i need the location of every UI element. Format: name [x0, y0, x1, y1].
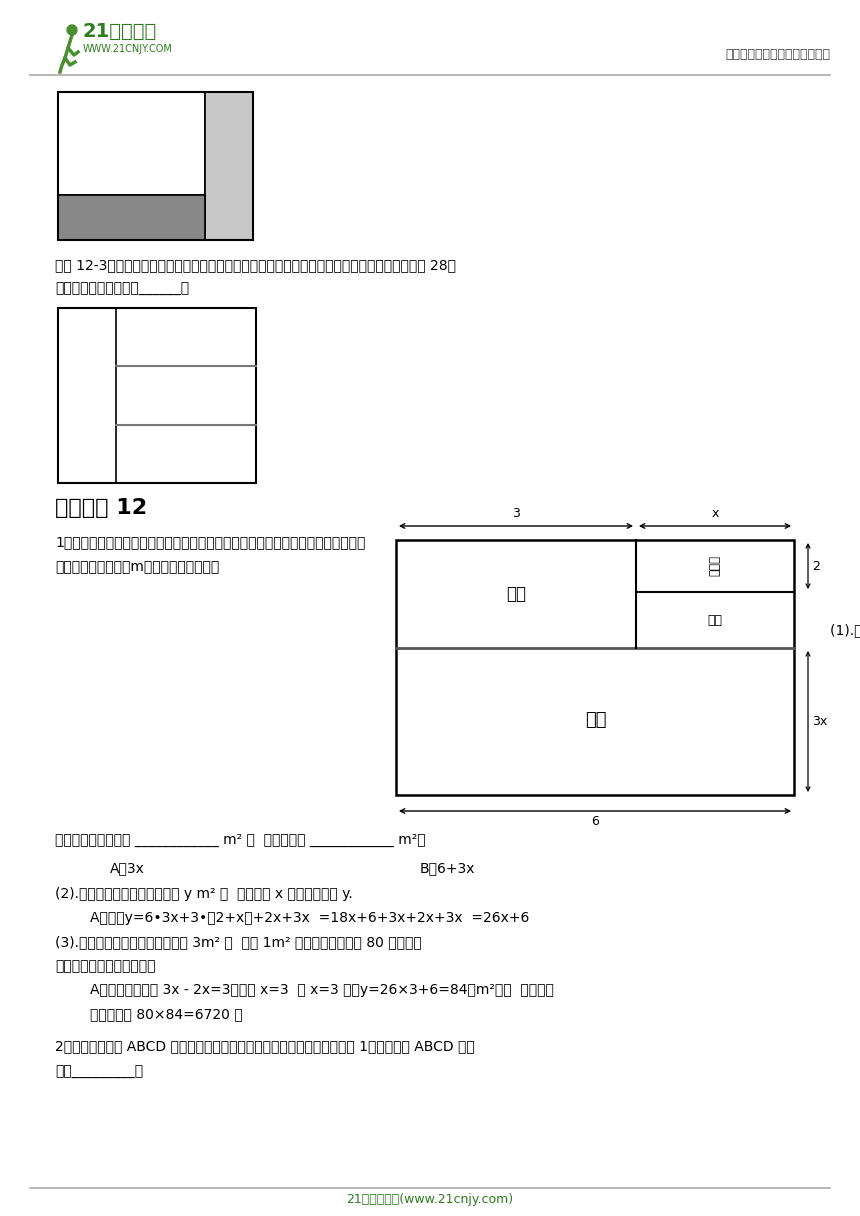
Text: 3x: 3x — [812, 715, 827, 728]
Text: 图中的数据（单位：m），解答下列问题：: 图中的数据（单位：m），解答下列问题： — [55, 561, 219, 574]
Text: (2).设此经济适用房的总面积为 y m² ，  请你用含 x 的代数式表示 y.: (2).设此经济适用房的总面积为 y m² ， 请你用含 x 的代数式表示 y. — [55, 886, 353, 901]
Text: 中小学教育资源及组卷应用平台: 中小学教育资源及组卷应用平台 — [725, 49, 830, 62]
Bar — [58, 195, 205, 240]
Bar — [205, 92, 253, 240]
Text: 卧室: 卧室 — [506, 585, 526, 603]
Bar — [58, 92, 205, 195]
Text: x: x — [711, 507, 719, 520]
Text: WWW.21CNJY.COM: WWW.21CNJY.COM — [83, 44, 173, 54]
Bar — [58, 92, 253, 240]
Text: 那么大长方形的面积为______．: 那么大长方形的面积为______． — [55, 282, 189, 295]
Text: 21世纪教育: 21世纪教育 — [83, 22, 157, 41]
Bar — [58, 308, 256, 483]
Text: 积为_________．: 积为_________． — [55, 1065, 143, 1079]
Text: (1).用含 x 的代: (1).用含 x 的代 — [830, 623, 860, 637]
Text: A．解：y=6•3x+3•（2+x）+2x+3x  =18x+6+3x+2x+3x  =26x+6: A．解：y=6•3x+3•（2+x）+2x+3x =18x+6+3x+2x+3x… — [90, 911, 530, 925]
Text: 铺地砖的总费用为多少元？: 铺地砖的总费用为多少元？ — [55, 959, 156, 973]
Text: (3).已知厨房面积比卫生间面积多 3m² ，  且铺 1m² 地砖的平均费用为 80 元，那么: (3).已知厨房面积比卫生间面积多 3m² ， 且铺 1m² 地砖的平均费用为 … — [55, 935, 421, 948]
Text: 厨房: 厨房 — [708, 614, 722, 626]
Text: 【例 12-3】如图，将四个形状、大小相同的长方形拼成一个大的长方形，如果大长方形的周长为 28，: 【例 12-3】如图，将四个形状、大小相同的长方形拼成一个大的长方形，如果大长方… — [55, 258, 456, 272]
Text: 客厅: 客厅 — [586, 711, 607, 730]
Text: B．6+3x: B．6+3x — [420, 861, 476, 876]
Text: A．3x: A．3x — [110, 861, 144, 876]
Text: 针对练习 12: 针对练习 12 — [55, 499, 147, 518]
Bar — [396, 540, 794, 795]
Text: 数式表示厨房的面积 ____________ m² ，  卧室的面积 ____________ m²．: 数式表示厨房的面积 ____________ m² ， 卧室的面积 ______… — [55, 833, 426, 848]
Text: 6: 6 — [591, 815, 599, 828]
Ellipse shape — [67, 26, 77, 35]
Text: 3: 3 — [512, 507, 520, 520]
Text: A．解：由题意得 3x - 2x=3，解得 x=3  当 x=3 时，y=26×3+6=84（m²），  即铺地砖: A．解：由题意得 3x - 2x=3，解得 x=3 当 x=3 时，y=26×3… — [90, 983, 554, 997]
Text: 1．小王购买了一套经济适用房，他准备将地面铺上地砖，地面结构如图所示．根据: 1．小王购买了一套经济适用房，他准备将地面铺上地砖，地面结构如图所示．根据 — [55, 535, 366, 548]
Text: 的总费用为 80×84=6720 元: 的总费用为 80×84=6720 元 — [90, 1007, 243, 1021]
Text: 卫生间: 卫生间 — [709, 556, 722, 576]
Text: 2．如图，长方形 ABCD 被分割成六个正方形，其中最小正方形的面积等于 1，则长方形 ABCD 的面: 2．如图，长方形 ABCD 被分割成六个正方形，其中最小正方形的面积等于 1，则… — [55, 1038, 475, 1053]
Text: 2: 2 — [812, 559, 820, 573]
Text: 21世纪教育网(www.21cnjy.com): 21世纪教育网(www.21cnjy.com) — [347, 1193, 513, 1206]
